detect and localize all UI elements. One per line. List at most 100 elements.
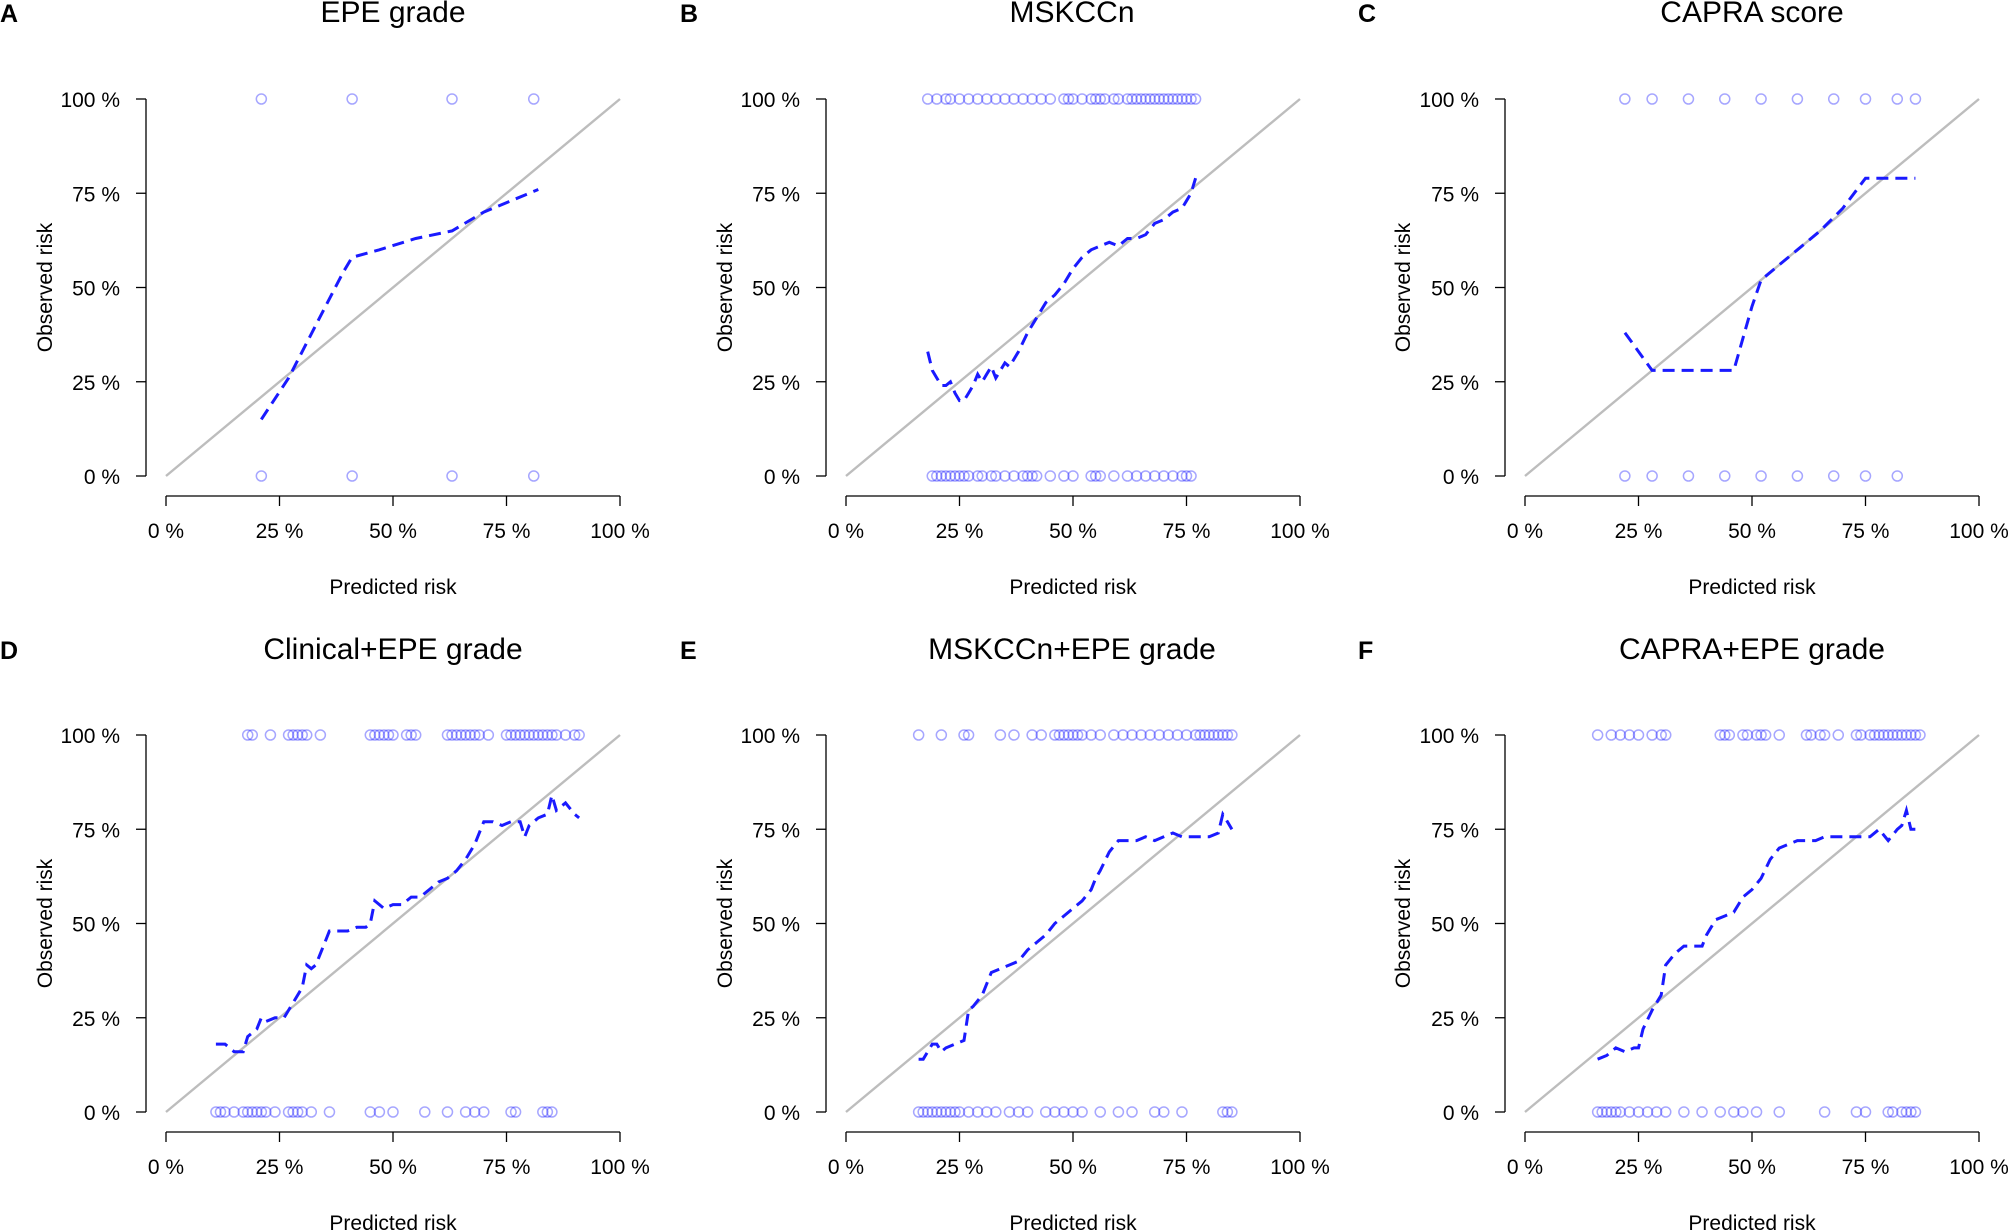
panel-f-x-tick-label: 75 % bbox=[1842, 1156, 1890, 1179]
panel-e-point-observed-0 bbox=[1094, 1106, 1106, 1118]
panel-c-y-axis-label: Observed risk bbox=[1392, 222, 1415, 352]
panel-f-point-observed-0 bbox=[1773, 1106, 1785, 1118]
panel-d-point-observed-100 bbox=[500, 729, 513, 741]
panel-c-letter: C bbox=[1358, 0, 1376, 28]
panel-d-point-observed-0 bbox=[246, 1106, 259, 1118]
panel-e-point-observed-0 bbox=[912, 1106, 925, 1118]
panel-d-y-tick-label: 75 % bbox=[72, 819, 120, 842]
panel-d-point-observed-100 bbox=[537, 729, 549, 741]
panel-f-point-observed-0 bbox=[1614, 1106, 1627, 1118]
panel-f-point-observed-0 bbox=[1600, 1106, 1613, 1118]
panel-b-point-observed-100 bbox=[1008, 93, 1020, 105]
panel-d-point-observed-0 bbox=[541, 1106, 554, 1118]
panel-d-y-tick-label: 25 % bbox=[72, 1008, 120, 1031]
panel-e-point-observed-0 bbox=[1021, 1106, 1034, 1118]
panel-d-point-observed-100 bbox=[573, 729, 585, 741]
panel-c-x-tick-label: 25 % bbox=[1615, 520, 1663, 543]
panel-a-point-observed-0 bbox=[446, 470, 458, 482]
panel-d-point-observed-100 bbox=[287, 729, 299, 741]
panel-b-title: MSKCCn bbox=[1009, 0, 1134, 29]
panel-b-point-observed-100 bbox=[1162, 93, 1175, 105]
panel-f-point-observed-0 bbox=[1596, 1106, 1608, 1118]
panel-c-point-observed-0 bbox=[1791, 470, 1804, 482]
panel-b-point-observed-0 bbox=[1044, 470, 1057, 482]
panel-f-point-observed-100 bbox=[1605, 729, 1618, 741]
panel-b-point-observed-100 bbox=[1085, 93, 1097, 105]
panel-e-letter: E bbox=[680, 637, 697, 665]
panel-c-point-observed-0 bbox=[1646, 470, 1658, 482]
panel-b-point-observed-0 bbox=[1158, 470, 1170, 482]
panel-d-point-observed-100 bbox=[541, 729, 554, 741]
panel-f-point-observed-0 bbox=[1659, 1106, 1672, 1118]
panel-b-point-observed-100 bbox=[931, 93, 943, 105]
panel-f-y-axis-label: Observed risk bbox=[1392, 858, 1415, 988]
panel-b-point-observed-100 bbox=[953, 93, 966, 105]
panel-e-point-observed-100 bbox=[1108, 729, 1120, 741]
panel-a-point-observed-100 bbox=[446, 93, 458, 105]
panel-d-point-observed-0 bbox=[282, 1106, 295, 1118]
panel-d-x-tick-label: 0 % bbox=[148, 1156, 184, 1179]
panel-d-point-observed-0 bbox=[237, 1106, 249, 1118]
panel-c-point-observed-0 bbox=[1719, 470, 1731, 482]
panel-f-x-tick-label: 25 % bbox=[1615, 1156, 1663, 1179]
panel-b-point-observed-100 bbox=[944, 93, 957, 105]
panel-d-point-observed-0 bbox=[214, 1106, 227, 1118]
panel-b-point-observed-100 bbox=[1185, 93, 1197, 105]
panel-f-point-observed-0 bbox=[1623, 1106, 1636, 1118]
panel-b-point-observed-100 bbox=[971, 93, 984, 105]
panel-b-point-observed-100 bbox=[1099, 93, 1111, 105]
panel-c-point-observed-100 bbox=[1755, 93, 1767, 105]
panel-e-point-observed-0 bbox=[1221, 1106, 1234, 1118]
panel-d-point-observed-100 bbox=[387, 729, 399, 741]
panel-f-point-observed-100 bbox=[1832, 729, 1845, 741]
panel-a-point-observed-0 bbox=[527, 470, 540, 482]
panel-b-point-observed-100 bbox=[1176, 93, 1188, 105]
panel-f-point-observed-100 bbox=[1800, 729, 1813, 741]
panel-b-point-observed-100 bbox=[1017, 93, 1029, 105]
panel-c-y-tick-label: 75 % bbox=[1431, 183, 1479, 206]
panel-d-point-observed-0 bbox=[269, 1106, 281, 1118]
panel-b-point-observed-100 bbox=[999, 93, 1011, 105]
panel-b-point-observed-0 bbox=[976, 470, 988, 482]
panel-d-point-observed-0 bbox=[509, 1106, 522, 1118]
panel-d-point-observed-0 bbox=[287, 1106, 299, 1118]
panel-d-point-observed-100 bbox=[455, 729, 467, 741]
panel-f-point-observed-100 bbox=[1723, 729, 1736, 741]
panel-b-point-observed-0 bbox=[962, 470, 975, 482]
panel-a-x-tick-label: 75 % bbox=[483, 520, 531, 543]
panel-d-point-observed-100 bbox=[441, 729, 454, 741]
panel-b-ideal-line bbox=[845, 98, 1301, 477]
panel-e-point-observed-100 bbox=[1035, 729, 1047, 741]
panel-b-x-tick-label: 25 % bbox=[936, 520, 984, 543]
panel-d-calibration-curve bbox=[215, 789, 581, 1054]
panel-d-point-observed-0 bbox=[459, 1106, 472, 1118]
panel-b-y-axis-label: Observed risk bbox=[714, 222, 737, 352]
panel-b-point-observed-100 bbox=[921, 93, 934, 105]
panel-b-point-observed-100 bbox=[1144, 93, 1156, 105]
panel-f-point-observed-100 bbox=[1737, 729, 1749, 741]
panel-f-point-observed-100 bbox=[1855, 729, 1867, 741]
panel-f-point-observed-0 bbox=[1714, 1106, 1726, 1118]
panel-d-point-observed-0 bbox=[468, 1106, 481, 1118]
panel-b-point-observed-100 bbox=[1167, 93, 1179, 105]
panel-b-point-observed-0 bbox=[931, 470, 943, 482]
panel-d-point-observed-100 bbox=[464, 729, 476, 741]
panel-b-point-observed-0 bbox=[940, 470, 952, 482]
panel-d-point-observed-100 bbox=[559, 729, 572, 741]
panel-b-point-observed-100 bbox=[1067, 93, 1079, 105]
panel-a-x-tick-label: 100 % bbox=[590, 520, 650, 543]
panel-b-point-observed-100 bbox=[1135, 93, 1147, 105]
panel-d-point-observed-0 bbox=[323, 1106, 336, 1118]
panel-c-y-tick-label: 25 % bbox=[1431, 372, 1479, 395]
panel-b-point-observed-0 bbox=[1058, 470, 1070, 482]
panel-f-point-observed-100 bbox=[1632, 729, 1645, 741]
panel-f-point-observed-100 bbox=[1755, 729, 1767, 741]
panel-b-point-observed-100 bbox=[1121, 93, 1134, 105]
panel-b-y-tick-label: 50 % bbox=[752, 278, 800, 301]
panel-b-point-observed-0 bbox=[971, 470, 984, 482]
panel-f-point-observed-0 bbox=[1591, 1106, 1604, 1118]
panel-f-calibration-curve bbox=[1597, 804, 1920, 1061]
panel-a-y-tick-label: 50 % bbox=[72, 278, 120, 301]
panel-e-point-observed-100 bbox=[958, 729, 970, 741]
